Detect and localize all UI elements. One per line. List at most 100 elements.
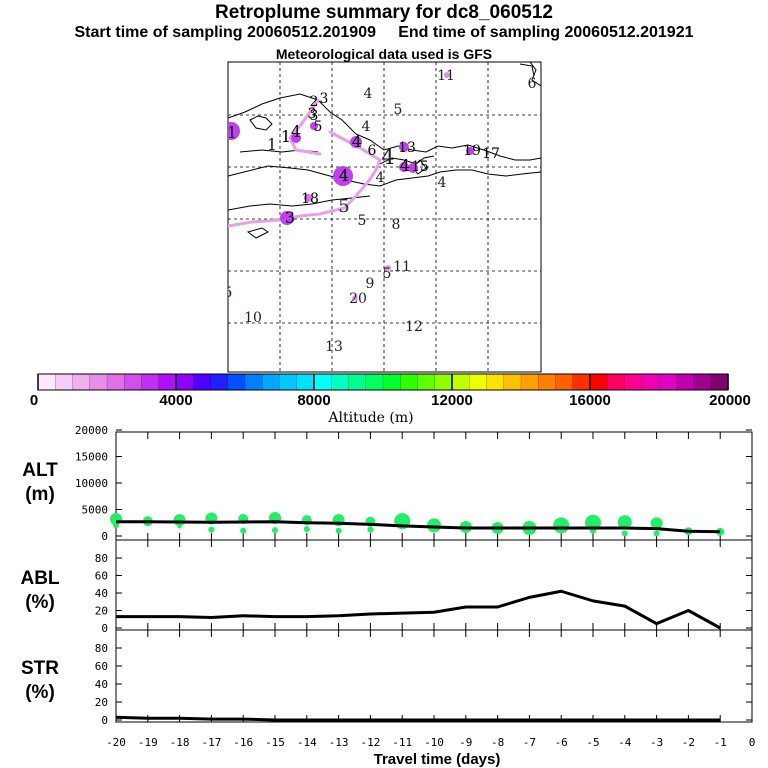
day-label: 4 xyxy=(381,145,394,169)
y-tick-label: 20 xyxy=(95,696,108,709)
colorbar-cell xyxy=(710,373,729,391)
x-tick-label: -7 xyxy=(523,736,536,749)
day-label: 3 xyxy=(285,208,295,227)
colorbar-cell xyxy=(693,373,712,391)
day-label: 3 xyxy=(310,108,319,124)
panel-alt: 20000 15000 10000 5000 0 ALT (m) xyxy=(22,424,753,543)
altitude-marker xyxy=(367,526,374,533)
x-axis-label: Travel time (days) xyxy=(374,751,501,768)
colorbar-cell xyxy=(624,373,643,391)
day-label: 5 xyxy=(358,213,367,229)
day-label: 4 xyxy=(362,119,371,135)
colorbar-cell xyxy=(641,373,660,391)
altitude-marker xyxy=(208,526,215,533)
day-label: 6 xyxy=(368,143,377,159)
colorbar-cell xyxy=(607,373,626,391)
x-tick-label: -15 xyxy=(265,736,285,749)
day-label: 13 xyxy=(398,140,416,156)
x-tick-label: -14 xyxy=(297,736,317,749)
day-label: 5 xyxy=(314,119,323,135)
x-tick-labels: -20 -19 -18 -17 -16 -15 -14 -13 -12 -11 -10 -9 -8 -7-… xyxy=(106,736,755,749)
altitude-marker xyxy=(650,517,663,530)
colorbar-cell xyxy=(417,373,436,391)
day-label: 5 xyxy=(224,285,233,301)
colorbar-cell xyxy=(348,373,367,391)
x-tick-label: -13 xyxy=(329,736,349,749)
day-label: 4 xyxy=(400,156,410,175)
day-label: 13 xyxy=(325,339,343,355)
start-time-label: Start time of sampling 20060512.201909 xyxy=(74,24,377,41)
colorbar-cell xyxy=(262,373,281,391)
colorbar-ticks: 0 4000 8000 12000 16000 20000 xyxy=(30,374,751,409)
colorbar-cell xyxy=(365,373,384,391)
panel-abl: 80 60 40 20 0 ABL (%) xyxy=(20,539,753,635)
x-tick-label: -2 xyxy=(682,736,695,749)
day-label: 9 xyxy=(366,276,375,292)
day-label: 3 xyxy=(308,106,317,122)
altitude-marker xyxy=(427,518,441,533)
panel-label-unit: (%) xyxy=(25,592,55,613)
colorbar-cell xyxy=(193,373,212,391)
day-label: 12 xyxy=(405,319,423,335)
day-label: 11 xyxy=(437,68,455,84)
y-tick-label: 40 xyxy=(95,587,108,600)
colorbar-cells xyxy=(37,373,729,391)
altitude-marker xyxy=(621,530,628,537)
colorbar-cell xyxy=(296,373,315,391)
day-label: 5 xyxy=(383,266,392,282)
day-label: 4 xyxy=(291,122,301,141)
day-label: 5 xyxy=(394,102,403,118)
x-tick-label: -8 xyxy=(491,736,504,749)
x-tick-label: -6 xyxy=(555,736,568,749)
x-tick-label: -17 xyxy=(201,736,221,749)
day-label: 3 xyxy=(320,91,329,107)
colorbar: 0 4000 8000 12000 16000 20000 Altitude (m) xyxy=(30,373,751,426)
y-tick-label: 60 xyxy=(95,660,108,673)
series-line-alt xyxy=(116,520,721,534)
day-label: 11 xyxy=(393,259,411,275)
colorbar-title: Altitude (m) xyxy=(327,410,413,426)
day-label: 1 xyxy=(267,135,277,154)
day-label: 18 xyxy=(301,191,319,207)
x-tick-label: -4 xyxy=(618,736,632,749)
y-tick-label: 10000 xyxy=(75,477,108,490)
x-tick-label: -12 xyxy=(360,736,380,749)
colorbar-cell xyxy=(210,373,229,391)
end-time-label: End time of sampling 20060512.201921 xyxy=(398,24,694,41)
colorbar-tick-label: 0 xyxy=(30,392,38,409)
x-tick-label: -10 xyxy=(424,736,444,749)
colorbar-cell xyxy=(486,373,505,391)
x-tick-label: -20 xyxy=(106,736,126,749)
x-tick-label: -3 xyxy=(650,736,663,749)
colorbar-cell xyxy=(55,373,74,391)
trajectory-paths xyxy=(228,98,382,228)
colorbar-tick-label: 20000 xyxy=(709,392,751,409)
colorbar-tick-label: 8000 xyxy=(297,392,330,409)
y-tick-label: 20000 xyxy=(75,424,108,437)
panel-label-unit: (m) xyxy=(25,484,55,505)
y-tick-label: 20 xyxy=(95,605,108,618)
colorbar-cell xyxy=(279,373,298,391)
met-data-label: Meteorological data used is GFS xyxy=(275,46,493,62)
x-tick-label: -1 xyxy=(714,736,727,749)
colorbar-cell xyxy=(382,373,401,391)
day-label: 1 xyxy=(281,127,291,146)
x-tick-label: -18 xyxy=(170,736,190,749)
colorbar-cell xyxy=(227,373,246,391)
day-label: 4 xyxy=(364,86,373,102)
sampling-time-line: Start time of sampling 20060512.201909 E… xyxy=(0,24,768,42)
colorbar-cell xyxy=(503,373,522,391)
y-tick-label: 80 xyxy=(95,552,108,565)
colorbar-cell xyxy=(572,373,591,391)
colorbar-cell xyxy=(434,373,453,391)
altitude-marker xyxy=(113,522,119,529)
colorbar-cell xyxy=(451,373,470,391)
colorbar-tick-label: 4000 xyxy=(159,392,192,409)
altitude-marker xyxy=(240,527,247,534)
colorbar-cell xyxy=(555,373,574,391)
y-tick-label: 80 xyxy=(95,642,108,655)
y-tick-label: 15000 xyxy=(75,451,108,464)
